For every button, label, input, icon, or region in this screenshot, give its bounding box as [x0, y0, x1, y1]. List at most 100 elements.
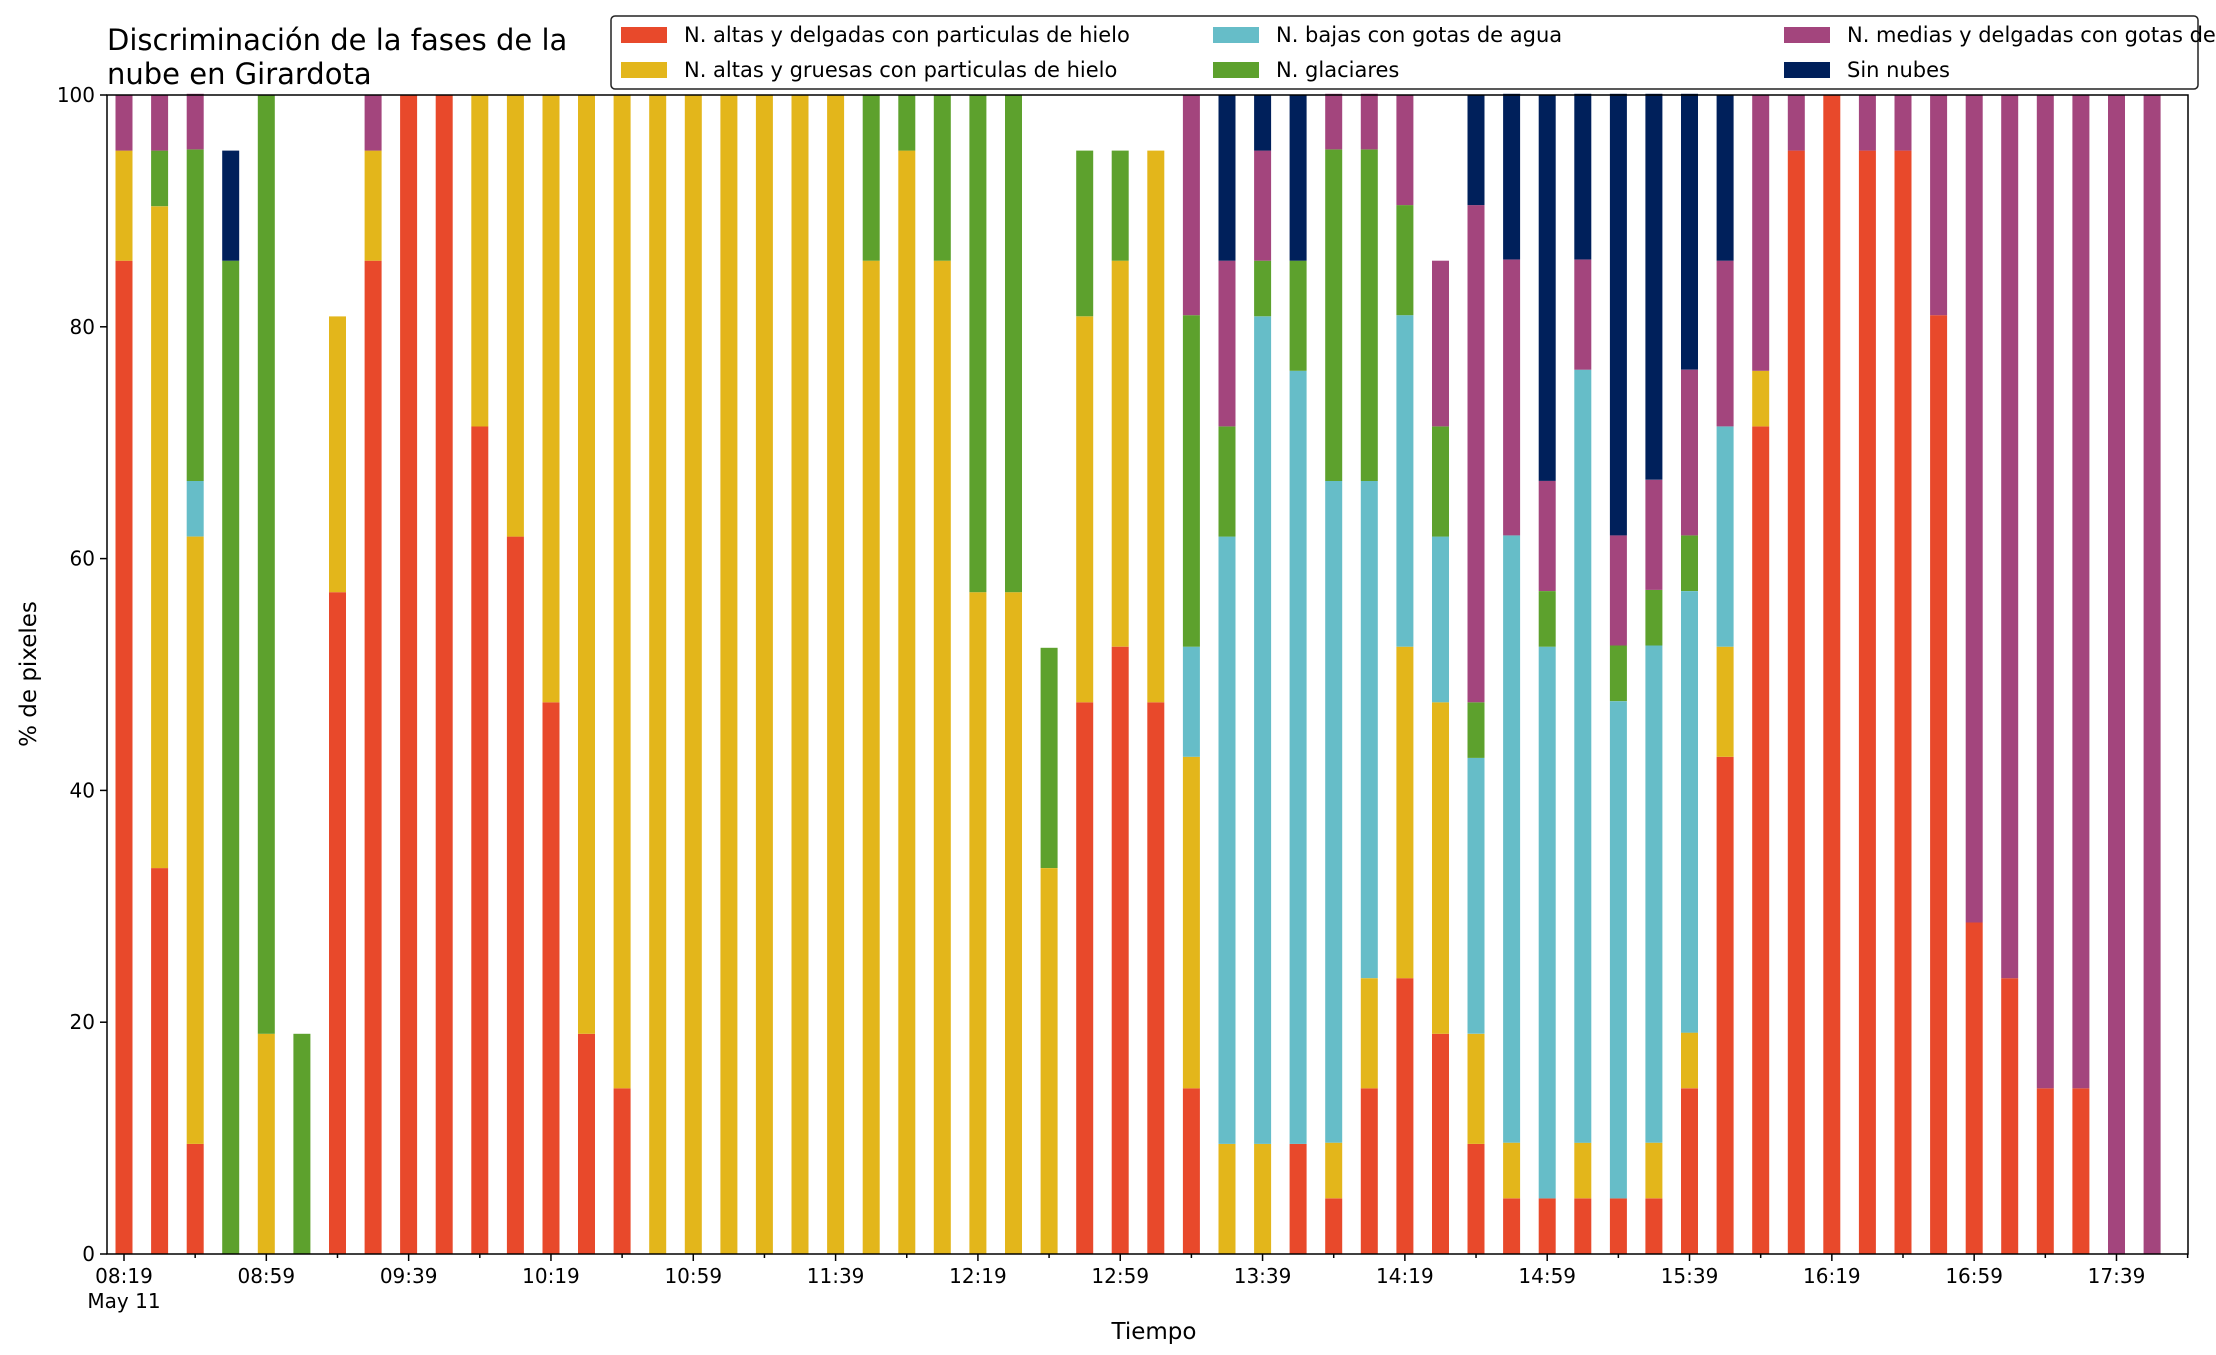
bar-segment-n-glaciares — [222, 260, 240, 1254]
bar-segment-n-altas-y-delgadas-con-particulas-de-hielo — [1965, 922, 1983, 1254]
bar-segment-n-altas-y-delgadas-con-particulas-de-hielo — [1111, 646, 1129, 1254]
bar-segment-n-altas-y-gruesas-con-particulas-de-hielo — [151, 206, 169, 869]
x-tick-label: 10:19 — [522, 1264, 580, 1288]
x-date-label: May 11 — [87, 1289, 160, 1313]
x-tick-label: 16:19 — [1803, 1264, 1861, 1288]
legend-swatch-sin-nubes — [1784, 62, 1830, 78]
bar-segment-n-altas-y-gruesas-con-particulas-de-hielo — [1182, 756, 1200, 1089]
bar-segment-n-altas-y-delgadas-con-particulas-de-hielo — [1076, 702, 1094, 1254]
y-tick-label: 20 — [70, 1010, 95, 1034]
bar-segment-n-medias-y-delgadas-con-gotas-de-agua — [1858, 95, 1876, 151]
bar-segment-n-medias-y-delgadas-con-gotas-de-agua — [1182, 95, 1200, 316]
bar-segment-n-altas-y-delgadas-con-particulas-de-hielo — [1574, 1198, 1592, 1254]
bar-segment-sin-nubes — [1218, 95, 1236, 261]
bar-segment-n-altas-y-delgadas-con-particulas-de-hielo — [400, 95, 418, 1254]
bar-segment-sin-nubes — [1609, 93, 1627, 536]
bar-segment-n-medias-y-delgadas-con-gotas-de-agua — [1360, 93, 1378, 150]
bar-segment-n-glaciares — [1645, 589, 1663, 646]
legend-swatch-n-medias-y-delgadas-con-gotas-de-agua — [1784, 27, 1830, 43]
bar-segment-n-altas-y-gruesas-con-particulas-de-hielo — [862, 260, 880, 1254]
bar-segment-sin-nubes — [1289, 95, 1307, 261]
bar-segment-n-glaciares — [1360, 149, 1378, 481]
chart-title-line-1: Discriminación de la fases de la — [107, 23, 567, 57]
bar-segment-n-bajas-con-gotas-de-agua — [1503, 535, 1521, 1143]
bar-segment-n-altas-y-delgadas-con-particulas-de-hielo — [1930, 315, 1948, 1254]
bar-segment-n-glaciares — [1005, 95, 1022, 593]
y-axis: 0 20 40 60 80 100 — [57, 83, 107, 1266]
bar-segment-n-altas-y-delgadas-con-particulas-de-hielo — [506, 536, 524, 1254]
bar-segment-n-medias-y-delgadas-con-gotas-de-agua — [1752, 95, 1770, 371]
bar-segment-n-glaciares — [1609, 645, 1627, 702]
x-tick-label: 08:19 — [95, 1264, 153, 1288]
bar-segment-n-altas-y-delgadas-con-particulas-de-hielo — [1538, 1198, 1556, 1254]
bar-segment-n-altas-y-gruesas-con-particulas-de-hielo — [1645, 1142, 1663, 1199]
bar-segment-n-altas-y-gruesas-con-particulas-de-hielo — [1396, 646, 1414, 979]
bar-segment-n-medias-y-delgadas-con-gotas-de-agua — [2001, 95, 2019, 979]
bar-segment-n-altas-y-gruesas-con-particulas-de-hielo — [755, 95, 773, 1254]
x-tick-label: 13:39 — [1234, 1264, 1292, 1288]
bar-segment-n-altas-y-gruesas-con-particulas-de-hielo — [649, 95, 667, 1254]
bar-segment-n-altas-y-delgadas-con-particulas-de-hielo — [1147, 702, 1165, 1254]
y-tick-label: 100 — [57, 83, 95, 107]
x-tick-label: 16:59 — [1945, 1264, 2003, 1288]
bar-segment-n-bajas-con-gotas-de-agua — [1182, 646, 1200, 757]
bar-segment-n-medias-y-delgadas-con-gotas-de-agua — [1325, 93, 1343, 150]
bar-segment-n-glaciares — [1289, 260, 1307, 371]
bar-segment-n-altas-y-gruesas-con-particulas-de-hielo — [613, 95, 631, 1089]
bar-segment-n-altas-y-delgadas-con-particulas-de-hielo — [186, 1143, 204, 1254]
y-tick-label: 40 — [70, 778, 95, 802]
bar-segment-n-altas-y-delgadas-con-particulas-de-hielo — [1823, 95, 1841, 1254]
legend-swatch-n-altas-y-delgadas-con-particulas-de-hielo — [621, 27, 667, 43]
bar-segment-n-medias-y-delgadas-con-gotas-de-agua — [1965, 95, 1983, 923]
bar-segment-n-bajas-con-gotas-de-agua — [1645, 645, 1663, 1143]
bar-segment-n-altas-y-gruesas-con-particulas-de-hielo — [1218, 1143, 1236, 1254]
bar-segment-n-bajas-con-gotas-de-agua — [1254, 316, 1272, 1144]
bar-segment-n-glaciares — [862, 95, 880, 261]
bars-layer — [115, 93, 2161, 1255]
bar-segment-n-altas-y-gruesas-con-particulas-de-hielo — [1467, 1033, 1485, 1144]
x-tick-label: 14:19 — [1376, 1264, 1434, 1288]
bar-segment-n-altas-y-gruesas-con-particulas-de-hielo — [1752, 370, 1770, 427]
legend-label-n-bajas-con-gotas-de-agua: N. bajas con gotas de agua — [1276, 23, 1562, 47]
bar-segment-n-altas-y-delgadas-con-particulas-de-hielo — [329, 592, 346, 1254]
legend-label-n-altas-y-delgadas-con-particulas-de-hielo: N. altas y delgadas con particulas de hi… — [684, 23, 1130, 47]
bar-segment-n-altas-y-gruesas-con-particulas-de-hielo — [1360, 978, 1378, 1089]
bar-segment-n-altas-y-gruesas-con-particulas-de-hielo — [791, 95, 809, 1254]
y-axis-label: % de pixeles — [16, 601, 42, 747]
bar-segment-n-glaciares — [1182, 315, 1200, 647]
bar-segment-n-altas-y-delgadas-con-particulas-de-hielo — [1787, 150, 1805, 1255]
bar-segment-n-medias-y-delgadas-con-gotas-de-agua — [1930, 95, 1948, 316]
bar-segment-n-glaciares — [1325, 149, 1343, 481]
bar-segment-n-altas-y-gruesas-con-particulas-de-hielo — [1005, 592, 1022, 1254]
bar-segment-sin-nubes — [1574, 93, 1592, 260]
bar-segment-sin-nubes — [1538, 95, 1556, 481]
bar-segment-n-glaciares — [257, 95, 275, 1034]
bar-segment-n-altas-y-delgadas-con-particulas-de-hielo — [1645, 1198, 1663, 1254]
chart-title-line-2: nube en Girardota — [107, 57, 372, 91]
bar-segment-n-altas-y-delgadas-con-particulas-de-hielo — [364, 260, 382, 1254]
bar-segment-n-bajas-con-gotas-de-agua — [1609, 701, 1627, 1199]
x-tick-label: 11:39 — [807, 1264, 865, 1288]
bar-segment-n-bajas-con-gotas-de-agua — [1432, 536, 1449, 703]
bar-segment-n-altas-y-gruesas-con-particulas-de-hielo — [1325, 1142, 1343, 1199]
bar-segment-n-bajas-con-gotas-de-agua — [1325, 480, 1343, 1143]
bar-segment-n-altas-y-delgadas-con-particulas-de-hielo — [2072, 1088, 2090, 1254]
bar-segment-n-altas-y-delgadas-con-particulas-de-hielo — [578, 1033, 595, 1254]
bar-segment-sin-nubes — [1503, 93, 1521, 260]
bar-segment-n-altas-y-delgadas-con-particulas-de-hielo — [1858, 150, 1876, 1255]
bar-segment-n-medias-y-delgadas-con-gotas-de-agua — [1574, 259, 1592, 370]
bar-segment-n-altas-y-delgadas-con-particulas-de-hielo — [1609, 1198, 1627, 1254]
bar-segment-sin-nubes — [1681, 93, 1698, 370]
bar-segment-n-medias-y-delgadas-con-gotas-de-agua — [115, 95, 133, 151]
bar-segment-n-altas-y-delgadas-con-particulas-de-hielo — [1182, 1088, 1200, 1254]
bar-segment-n-altas-y-delgadas-con-particulas-de-hielo — [1716, 756, 1734, 1254]
legend-swatch-n-bajas-con-gotas-de-agua — [1213, 27, 1259, 43]
bar-segment-n-bajas-con-gotas-de-agua — [1681, 591, 1698, 1033]
y-tick-label: 60 — [70, 547, 95, 571]
x-tick-label: 12:59 — [1091, 1264, 1149, 1288]
bar-segment-n-altas-y-gruesas-con-particulas-de-hielo — [115, 150, 133, 261]
bar-segment-n-glaciares — [1432, 426, 1449, 537]
bar-segment-n-medias-y-delgadas-con-gotas-de-agua — [1716, 260, 1734, 427]
bar-segment-n-bajas-con-gotas-de-agua — [1289, 370, 1307, 1144]
